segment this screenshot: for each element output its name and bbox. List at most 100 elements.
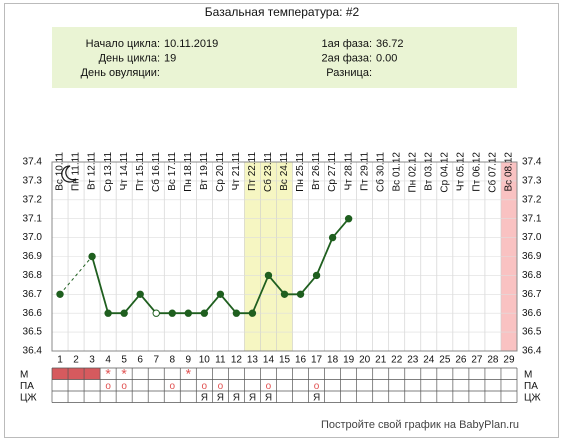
temperature-point [248,309,257,317]
table-cell: о [105,381,111,392]
x-date-label: Вт 12.11 [87,152,98,190]
day-number: 29 [503,355,515,366]
temperature-point [344,215,353,223]
y-tick-label: 37.1 [23,213,43,224]
y-tick-label-right: 36.4 [522,346,542,357]
day-number: 4 [105,355,111,366]
x-date-label: Пн 18.11 [183,152,194,192]
info-label: Разница: [326,67,372,79]
x-date-label: Вс 10.11 [55,152,66,191]
day-number: 22 [391,355,403,366]
table-cell: Я [217,392,224,403]
row-label: М [20,369,28,380]
y-tick-label-right: 37.1 [522,213,542,224]
x-date-label: Пт 29.11 [359,152,370,191]
x-date-label: Вт 19.11 [199,152,210,190]
x-date-label: Пт 15.11 [135,152,146,191]
table-cell: о [314,381,320,392]
info-value: 0.00 [376,52,397,64]
x-date-label: Ср 20.11 [215,152,226,192]
temperature-point [168,309,176,317]
row-label-right: М [524,369,532,380]
y-tick-label-right: 37.3 [522,176,542,187]
x-date-label: Пн 25.11 [295,152,306,192]
y-tick-label-right: 36.5 [522,327,542,338]
y-tick-label: 36.7 [23,289,43,300]
row-label: ЦЖ [20,392,37,403]
row-label: ПА [20,381,34,392]
temperature-point [296,290,305,298]
day-number: 17 [311,355,323,366]
temperature-point [200,309,209,317]
table-cell: о [121,381,127,392]
y-tick-label: 36.4 [23,346,43,357]
x-date-label: Чт 21.11 [231,152,242,191]
x-date-label: Вс 08.12 [504,152,515,192]
day-number: 23 [407,355,419,366]
x-date-label: Ср 13.11 [103,152,114,192]
x-date-label: Сб 07.12 [487,152,499,193]
temperature-point [264,271,273,280]
y-tick-label-right: 37.0 [522,232,542,243]
temperature-point [216,290,225,298]
day-number: 28 [487,355,499,366]
temperature-point [280,290,289,298]
y-tick-label: 37.3 [23,176,43,187]
day-number: 27 [471,355,483,366]
x-date-label: Чт 05.12 [456,152,467,191]
x-date-label: Пт 06.12 [472,152,483,192]
info-label: День цикла: [99,52,160,64]
table-cell: Я [201,392,208,403]
info-label: Начало цикла: [86,38,160,50]
day-number: 26 [455,355,467,366]
temperature-point [312,271,321,280]
footer: Постройте свой график на BabyPlan.ru [321,419,519,431]
day-number: 11 [215,355,226,366]
table-cell: Я [313,392,320,403]
day-number: 15 [279,355,291,366]
table-cell: о [266,381,272,392]
day-number: 21 [375,355,387,366]
y-tick-label: 37.0 [23,232,43,243]
info-label: День овуляции: [81,67,160,79]
x-date-label: Сб 30.11 [374,152,386,192]
x-date-label: Сб 23.11 [262,152,274,192]
table-cell: о [202,381,208,392]
y-tick-label-right: 36.7 [522,289,542,300]
y-tick-label-right: 36.6 [522,308,542,319]
day-number: 8 [169,355,175,366]
table-fill [52,368,101,380]
day-number: 20 [359,355,371,366]
temperature-point [184,309,192,317]
plot-frame [51,161,518,352]
info-value: 36.72 [376,38,404,50]
chart-title: Базальная температура: #2 [205,5,360,19]
x-date-label: Ср 04.12 [439,152,450,193]
row-label-right: ПА [524,381,538,392]
temperature-point [232,309,241,317]
table-cell: * [121,365,127,381]
day-number: 12 [231,355,243,366]
x-date-label: Сб 16.11 [150,152,162,192]
day-number: 24 [423,355,435,366]
x-date-label: Пт 22.11 [247,152,258,191]
temperature-point [152,309,160,317]
x-date-label: Вс 24.11 [279,152,290,191]
day-number: 7 [153,355,159,366]
x-date-label: Пн 11.11 [71,152,82,191]
day-number: 19 [343,355,355,366]
day-number: 3 [89,355,95,366]
day-number: 14 [263,355,275,366]
x-date-label: Чт 28.11 [343,152,354,191]
temperature-point [56,290,64,298]
table-cell: Я [249,392,256,403]
x-date-label: Вт 26.11 [311,152,322,190]
table-cell: о [169,381,175,392]
y-tick-label-right: 37.2 [522,194,542,205]
day-number: 25 [439,355,451,366]
day-number: 9 [186,355,192,366]
table-cell: Я [233,392,240,403]
info-box [52,27,517,88]
row-label-right: ЦЖ [524,392,541,403]
